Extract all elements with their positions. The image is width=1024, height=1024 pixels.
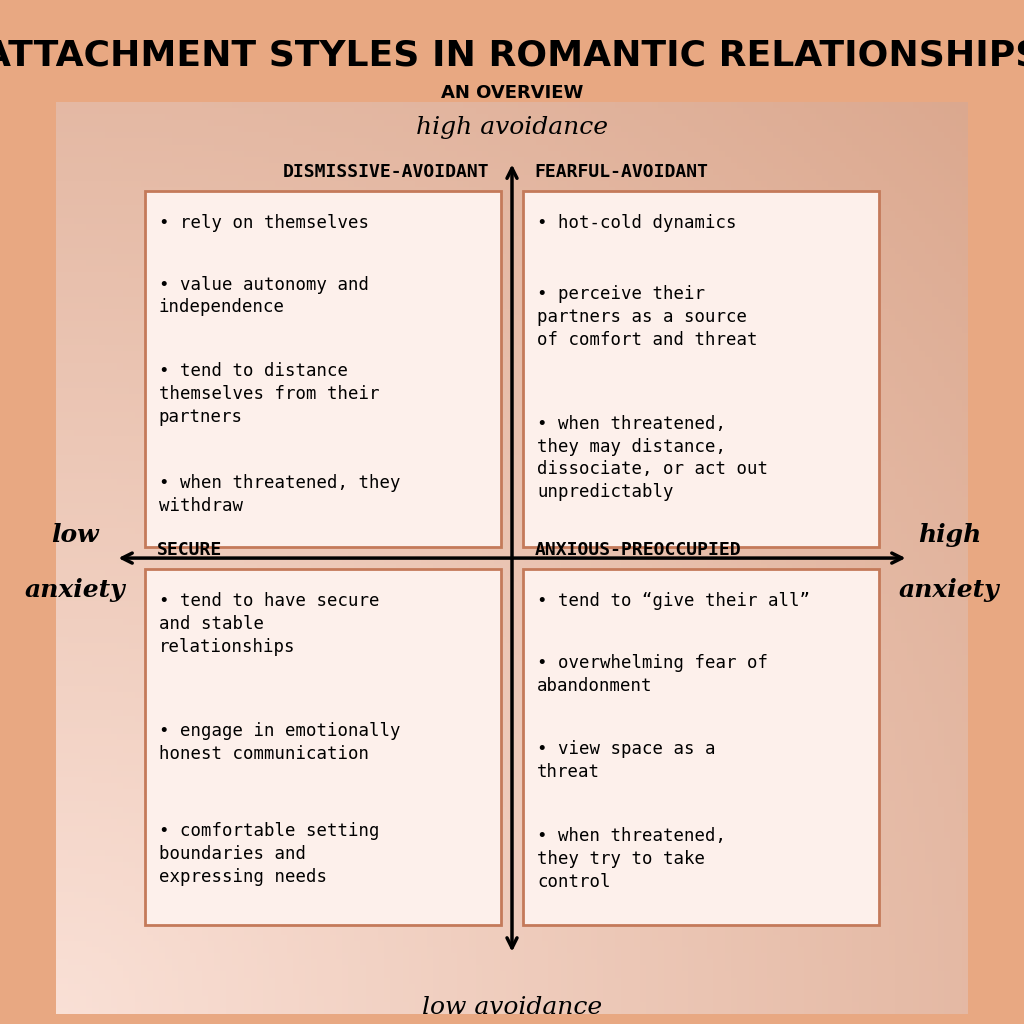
Text: • tend to have secure
and stable
relationships: • tend to have secure and stable relatio…: [159, 592, 379, 656]
Bar: [523, 569, 879, 925]
Text: • comfortable setting
boundaries and
expressing needs: • comfortable setting boundaries and exp…: [159, 822, 379, 886]
Text: • perceive their
partners as a source
of comfort and threat: • perceive their partners as a source of…: [537, 286, 758, 349]
Text: • when threatened,
they may distance,
dissociate, or act out
unpredictably: • when threatened, they may distance, di…: [537, 415, 768, 502]
Text: • when threatened, they
withdraw: • when threatened, they withdraw: [159, 474, 400, 515]
Text: • rely on themselves: • rely on themselves: [159, 214, 369, 232]
Text: • engage in emotionally
honest communication: • engage in emotionally honest communica…: [159, 722, 400, 763]
Text: anxiety: anxiety: [25, 578, 125, 602]
Text: • tend to distance
themselves from their
partners: • tend to distance themselves from their…: [159, 362, 379, 426]
Text: SECURE: SECURE: [157, 542, 222, 559]
Text: low: low: [51, 523, 98, 547]
Text: FEARFUL-AVOIDANT: FEARFUL-AVOIDANT: [535, 163, 709, 181]
Text: • view space as a
threat: • view space as a threat: [537, 740, 716, 781]
Text: • overwhelming fear of
abandonment: • overwhelming fear of abandonment: [537, 653, 768, 694]
Text: ATTACHMENT STYLES IN ROMANTIC RELATIONSHIPS: ATTACHMENT STYLES IN ROMANTIC RELATIONSH…: [0, 39, 1024, 73]
Text: high avoidance: high avoidance: [416, 116, 608, 139]
Text: • when threatened,
they try to take
control: • when threatened, they try to take cont…: [537, 827, 726, 891]
Text: high: high: [918, 523, 981, 547]
Bar: [145, 569, 501, 925]
Text: anxiety: anxiety: [899, 578, 999, 602]
Text: low avoidance: low avoidance: [422, 995, 602, 1019]
Bar: [523, 191, 879, 547]
Text: • tend to “give their all”: • tend to “give their all”: [537, 592, 810, 610]
Text: • hot-cold dynamics: • hot-cold dynamics: [537, 214, 736, 232]
Text: ANXIOUS-PREOCCUPIED: ANXIOUS-PREOCCUPIED: [535, 542, 741, 559]
Text: DISMISSIVE-AVOIDANT: DISMISSIVE-AVOIDANT: [283, 163, 489, 181]
Bar: [145, 191, 501, 547]
Text: AN OVERVIEW: AN OVERVIEW: [440, 84, 584, 102]
Text: • value autonomy and
independence: • value autonomy and independence: [159, 275, 369, 316]
